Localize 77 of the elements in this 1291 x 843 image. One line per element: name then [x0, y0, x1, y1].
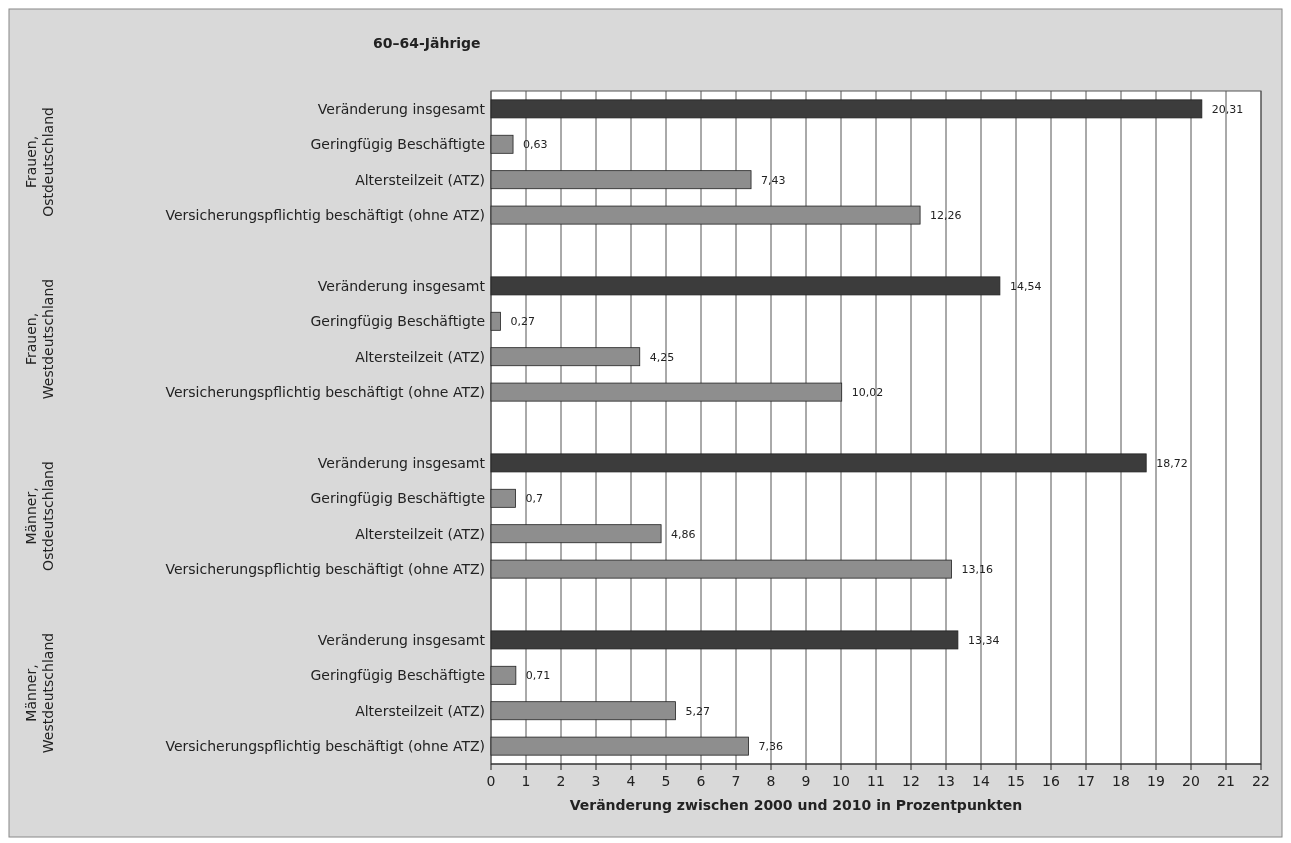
- x-tick-label: 20: [1182, 773, 1200, 789]
- bar: [490, 701, 676, 721]
- x-tick-label: 12: [902, 773, 920, 789]
- x-tick-label: 8: [766, 773, 776, 789]
- x-tick-label: 11: [867, 773, 885, 789]
- x-axis-title: Veränderung zwischen 2000 und 2010 in Prozentpunkten: [569, 797, 1023, 813]
- data-label: 0,63: [523, 138, 548, 152]
- data-label: 18,72: [1156, 456, 1188, 470]
- y-tick-label: Versicherungspflichtig beschäftigt (ohne ATZ): [165, 561, 485, 578]
- y-tick-label: Altersteilzeit (ATZ): [355, 702, 485, 719]
- bar: [490, 170, 752, 190]
- x-tick-label: 2: [556, 773, 566, 789]
- bar: [490, 630, 959, 650]
- x-tick-label: 22: [1252, 773, 1270, 789]
- data-label: 0,71: [525, 669, 551, 683]
- x-tick-label: 21: [1217, 773, 1235, 789]
- bar: [490, 524, 662, 544]
- y-tick-label: Veränderung insgesamt: [317, 277, 486, 294]
- bar: [490, 205, 921, 225]
- x-tick-label: 0: [486, 773, 496, 789]
- y-tick-label: Versicherungspflichtig beschäftigt (ohne ATZ): [165, 738, 485, 755]
- x-tick-label: 14: [972, 773, 990, 789]
- bar: [490, 276, 1001, 296]
- text: Frauen, Westdeutschland: [23, 278, 56, 400]
- data-label: 5,27: [685, 704, 710, 718]
- x-tick-label: 7: [731, 773, 741, 789]
- bar: [490, 134, 514, 154]
- y-tick-label: Veränderung insgesamt: [317, 631, 486, 648]
- text: Frauen, Ostdeutschland: [23, 107, 56, 217]
- bar: [490, 559, 952, 579]
- x-tick-label: 5: [661, 773, 671, 789]
- bar: [490, 453, 1147, 473]
- x-tick-label: 3: [591, 773, 601, 789]
- x-tick-label: 1: [521, 773, 531, 789]
- data-label: 7,43: [761, 173, 786, 187]
- data-label: 10,02: [851, 385, 884, 399]
- bar: [490, 736, 749, 756]
- y-tick-label: Altersteilzeit (ATZ): [355, 171, 485, 188]
- bar: [490, 488, 516, 508]
- data-label: 13,34: [967, 633, 1000, 647]
- y-tick-label: Veränderung insgesamt: [317, 100, 486, 117]
- x-tick-label: 17: [1077, 773, 1095, 789]
- x-tick-label: 10: [832, 773, 850, 789]
- x-tick-label: 4: [626, 773, 636, 789]
- bar: [490, 665, 517, 685]
- text: Männer, Westdeutschland: [23, 632, 56, 754]
- y-tick-label: Altersteilzeit (ATZ): [355, 525, 485, 542]
- y-tick-label: Geringfügig Beschäftigte: [310, 136, 485, 153]
- data-label: 13,16: [961, 562, 994, 576]
- data-label: 20,31: [1211, 102, 1244, 116]
- y-tick-label: Versicherungspflichtig beschäftigt (ohne ATZ): [165, 384, 485, 400]
- x-tick-label: 9: [801, 773, 811, 789]
- y-tick-label: Altersteilzeit (ATZ): [355, 348, 485, 365]
- x-tick-label: 16: [1042, 773, 1060, 789]
- data-label: 7,36: [758, 739, 784, 753]
- x-tick-label: 19: [1147, 773, 1165, 789]
- chart-title: 60–64-Jährige: [373, 35, 481, 51]
- y-tick-label: Geringfügig Beschäftigte: [310, 313, 485, 330]
- y-tick-label: Versicherungspflichtig beschäftigt (ohne ATZ): [165, 206, 485, 223]
- data-label: 4,25: [649, 350, 675, 364]
- bar: [490, 347, 641, 367]
- data-label: 0,27: [510, 315, 535, 329]
- x-tick-label: 18: [1112, 773, 1130, 789]
- y-tick-label: Geringfügig Beschäftigte: [310, 490, 485, 507]
- text: Männer, Ostdeutschland: [23, 461, 56, 571]
- data-label: 12,26: [930, 208, 962, 222]
- x-tick-label: 6: [696, 773, 706, 789]
- y-tick-label: Geringfügig Beschäftigte: [310, 667, 485, 684]
- x-tick-label: 13: [937, 773, 955, 789]
- bar: [490, 99, 1203, 119]
- x-tick-label: 15: [1007, 773, 1025, 789]
- data-label: 4,86: [671, 527, 696, 541]
- data-label: 14,54: [1009, 279, 1042, 293]
- data-label: 0,7: [525, 492, 543, 506]
- y-tick-label: Veränderung insgesamt: [317, 454, 486, 471]
- bar: [490, 311, 501, 331]
- bar: [490, 382, 843, 402]
